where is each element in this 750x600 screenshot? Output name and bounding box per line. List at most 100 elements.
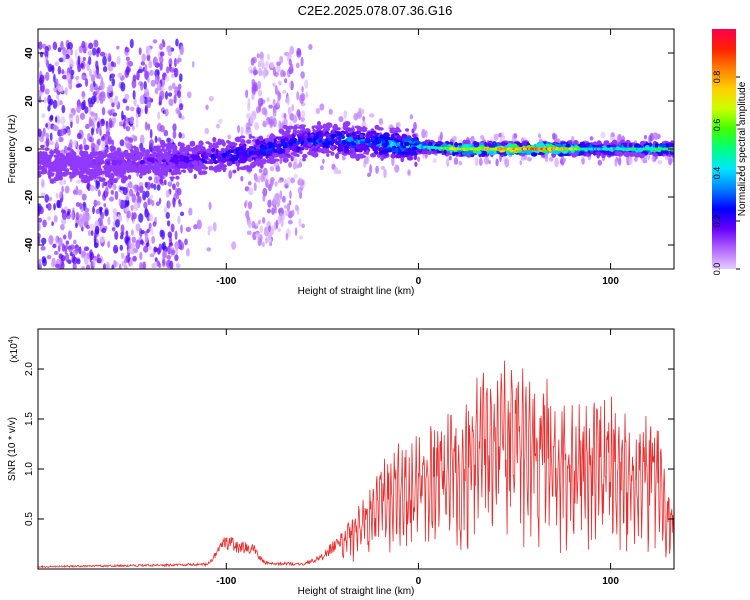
spectrogram-cell xyxy=(66,210,70,217)
spectrogram-cell xyxy=(280,139,286,144)
spectrogram-cell xyxy=(97,189,101,197)
spectrogram-cell xyxy=(167,92,173,97)
spectrogram-cell xyxy=(191,61,195,68)
spectrogram-cell xyxy=(57,47,62,53)
spectrogram-cell xyxy=(144,104,149,115)
spectrogram-cell xyxy=(360,108,365,115)
spectrogram-cell xyxy=(107,135,112,145)
spectrogram-cell xyxy=(267,141,273,146)
spectrogram-cell xyxy=(409,114,414,120)
spectrogram-cell xyxy=(337,169,342,175)
spectrogram-cell xyxy=(126,210,131,219)
spectrogram-cell xyxy=(262,173,266,182)
spectrogram-cell xyxy=(75,212,80,221)
spectrogram-cell xyxy=(79,112,86,120)
spectrogram-cell xyxy=(92,206,95,215)
spectrogram-cell xyxy=(255,106,260,114)
spectrogram-cell xyxy=(331,145,335,152)
spectrogram-cell xyxy=(305,91,309,98)
spectrogram-cell xyxy=(87,50,93,56)
spectrogram-cell xyxy=(398,151,406,155)
spectrogram-cell xyxy=(198,160,202,165)
spectrogram-cell xyxy=(498,132,502,138)
spectrogram-cell xyxy=(134,184,138,193)
spectrogram-cell xyxy=(38,77,43,86)
spectrogram-cell xyxy=(391,156,395,167)
spectrogram-cell xyxy=(402,145,407,149)
spectrogram-cell xyxy=(107,52,111,63)
spectrogram-cell xyxy=(172,202,176,208)
spectrogram-cell xyxy=(38,217,43,223)
spectrogram-cell xyxy=(341,155,346,161)
spectrogram-cell xyxy=(143,201,148,209)
spectrogram-cell xyxy=(411,146,418,151)
spectrogram-cell xyxy=(495,158,499,167)
spectrogram-cell xyxy=(69,74,74,80)
spectrogram-cell xyxy=(589,136,594,141)
spectrogram-cell xyxy=(161,243,164,250)
spectrogram-cell xyxy=(443,149,447,155)
y-tick-label: -20 xyxy=(24,189,35,204)
spectrogram-cell xyxy=(184,156,190,163)
spectrogram-cell xyxy=(60,224,64,230)
spectrogram-cell xyxy=(526,149,532,156)
spectrogram-cell xyxy=(600,131,606,139)
spectrogram-cell xyxy=(572,140,579,147)
spectrogram-cell xyxy=(259,140,265,144)
spectrogram-cell xyxy=(126,143,130,149)
spectrogram-cell xyxy=(360,129,368,133)
spectrogram-cell xyxy=(294,204,299,212)
spectrogram-cell xyxy=(296,133,303,137)
spectrogram-cell xyxy=(135,239,141,250)
spectrogram-cell xyxy=(161,39,165,44)
spectrogram-cell xyxy=(204,152,212,157)
spectrogram-cell xyxy=(39,206,44,215)
spectrogram-cell xyxy=(159,56,164,64)
spectrogram-cell xyxy=(101,94,106,102)
spectrogram-cell xyxy=(315,107,321,115)
spectrogram-cell xyxy=(118,166,125,170)
spectrogram-cell xyxy=(95,127,99,135)
spectrogram-cell xyxy=(90,168,95,173)
spectrogram-cell xyxy=(209,158,214,165)
spectrogram-cell xyxy=(205,141,211,144)
spectrogram-cell xyxy=(60,128,65,137)
spectrogram-cell xyxy=(130,204,134,212)
spectrogram-cell xyxy=(54,78,59,87)
spectrogram-cell xyxy=(122,200,126,207)
spectrogram-cell xyxy=(154,164,161,170)
spectrogram-cell xyxy=(100,211,105,220)
spectrogram-cell xyxy=(641,153,646,158)
spectrogram-cell xyxy=(256,81,262,90)
spectrogram-cell xyxy=(100,157,104,163)
spectrogram-cell xyxy=(38,222,41,232)
spectrogram-cell xyxy=(139,251,143,261)
spectrogram-cell xyxy=(113,211,118,222)
spectrogram-cell xyxy=(141,53,146,62)
spectrogram-cell xyxy=(112,62,117,68)
spectrogram-cell xyxy=(60,254,66,262)
spectrogram-cell xyxy=(77,55,81,65)
spectrogram-cell xyxy=(240,126,244,136)
spectrogram-cell xyxy=(65,168,70,173)
spectrogram-cell xyxy=(130,116,134,122)
spectrogram-cell xyxy=(84,77,89,87)
spectrogram-cell xyxy=(40,192,46,197)
spectrogram-cell xyxy=(407,170,411,175)
spectrogram-cell xyxy=(208,201,212,210)
spectrogram-cell xyxy=(208,95,214,102)
spectrogram-cell xyxy=(148,176,153,181)
spectrogram-cell xyxy=(668,143,674,148)
spectrogram-cell xyxy=(263,226,269,237)
spectrogram-cell xyxy=(76,179,82,184)
spectrogram-cell xyxy=(252,83,257,91)
spectrogram-cell xyxy=(85,160,92,165)
spectrogram-cell xyxy=(275,165,281,172)
spectrogram-cell xyxy=(89,184,95,192)
spectrogram-cell xyxy=(295,62,300,69)
spectrogram-cell xyxy=(47,202,52,211)
spectrogram-cell xyxy=(57,245,61,252)
spectrogram-cell xyxy=(77,63,82,73)
spectrogram-cell xyxy=(58,136,64,143)
spectrogram-cell xyxy=(127,161,133,165)
